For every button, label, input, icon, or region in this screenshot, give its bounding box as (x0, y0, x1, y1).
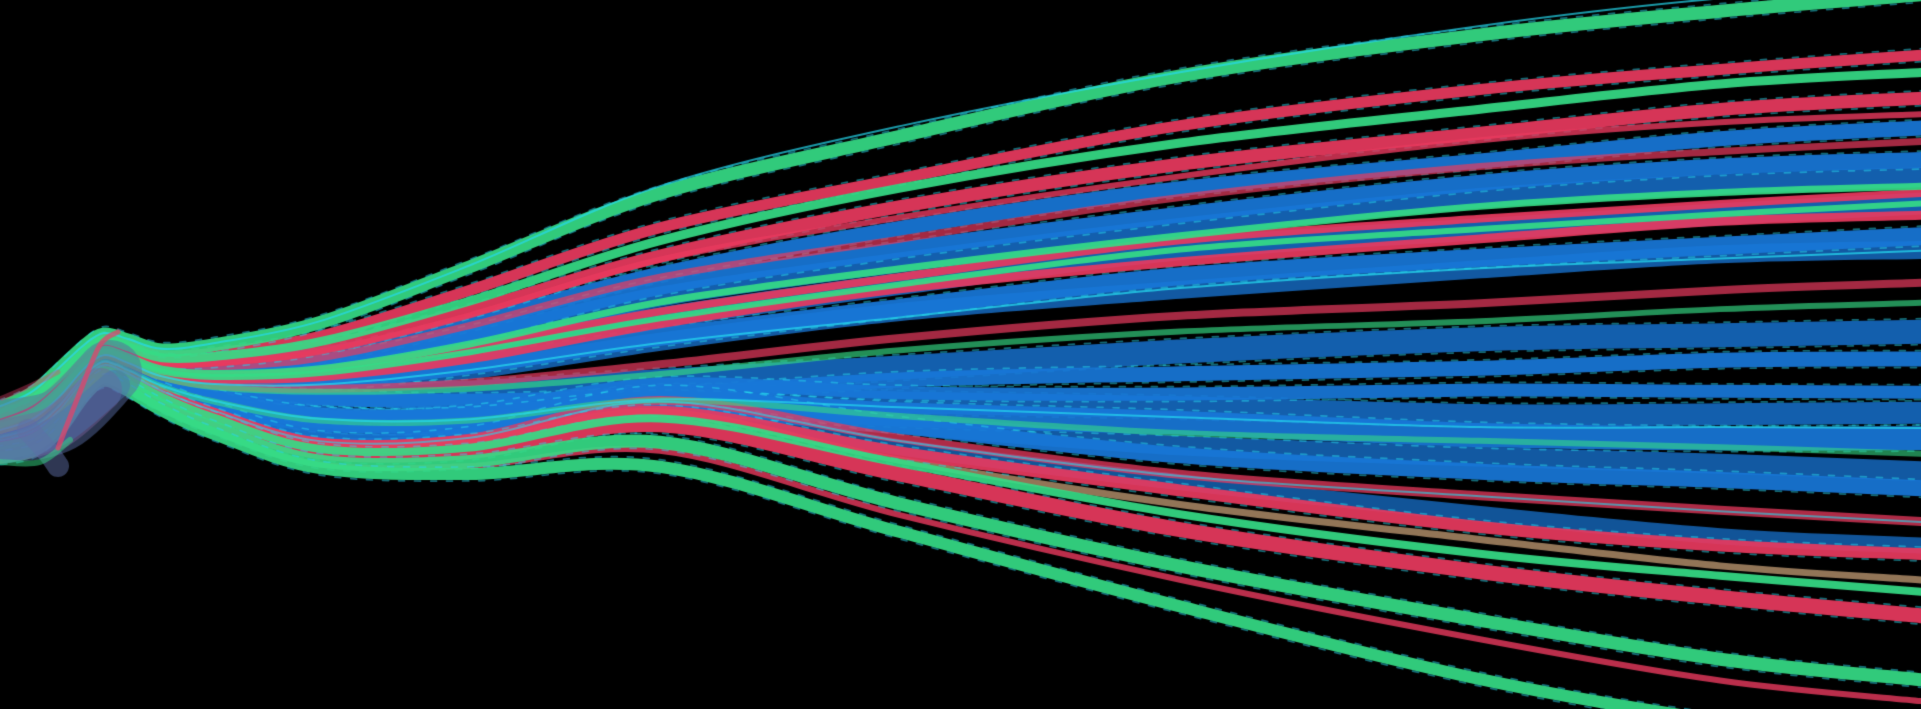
streamline-art (0, 0, 1921, 709)
streamline-canvas (0, 0, 1921, 709)
